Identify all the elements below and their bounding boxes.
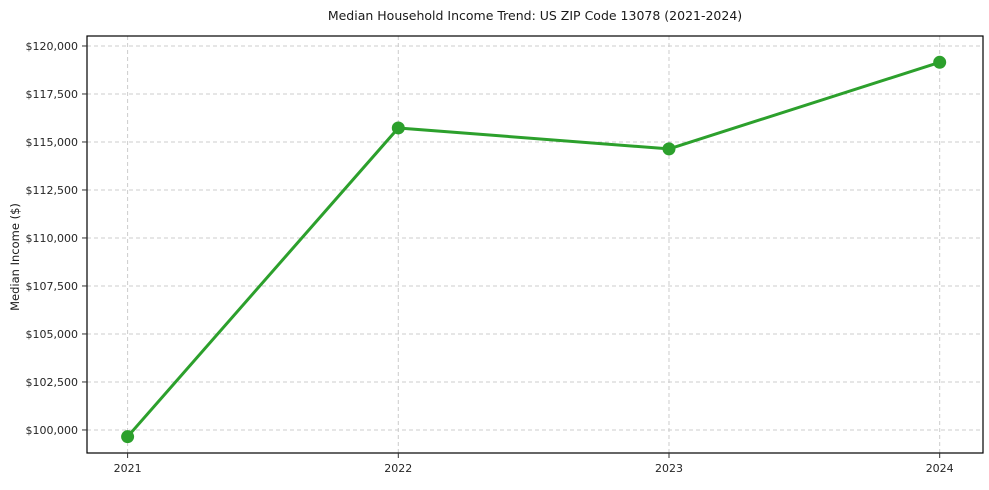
- y-tick-label: $110,000: [26, 232, 79, 245]
- plot-spines: [86, 35, 984, 454]
- y-tick-label: $117,500: [26, 88, 79, 101]
- x-tick-label: 2021: [114, 462, 142, 475]
- data-point: [933, 55, 947, 69]
- data-point: [662, 142, 676, 156]
- data-point: [121, 430, 135, 444]
- y-tick-label: $105,000: [26, 328, 79, 341]
- series-line: [126, 60, 942, 439]
- chart-title: Median Household Income Trend: US ZIP Co…: [327, 8, 743, 23]
- y-tick-label: $115,000: [26, 136, 79, 149]
- data-point: [391, 121, 405, 135]
- y-tick-label: $120,000: [26, 40, 79, 53]
- y-tick-label: $102,500: [26, 376, 79, 389]
- x-tick-label: 2024: [926, 462, 954, 475]
- y-tick-label: $100,000: [26, 424, 79, 437]
- y-tick-label: $107,500: [26, 280, 79, 293]
- x-tick-label: 2023: [655, 462, 683, 475]
- y-tick-label: $112,500: [26, 184, 79, 197]
- x-tick-label: 2022: [384, 462, 412, 475]
